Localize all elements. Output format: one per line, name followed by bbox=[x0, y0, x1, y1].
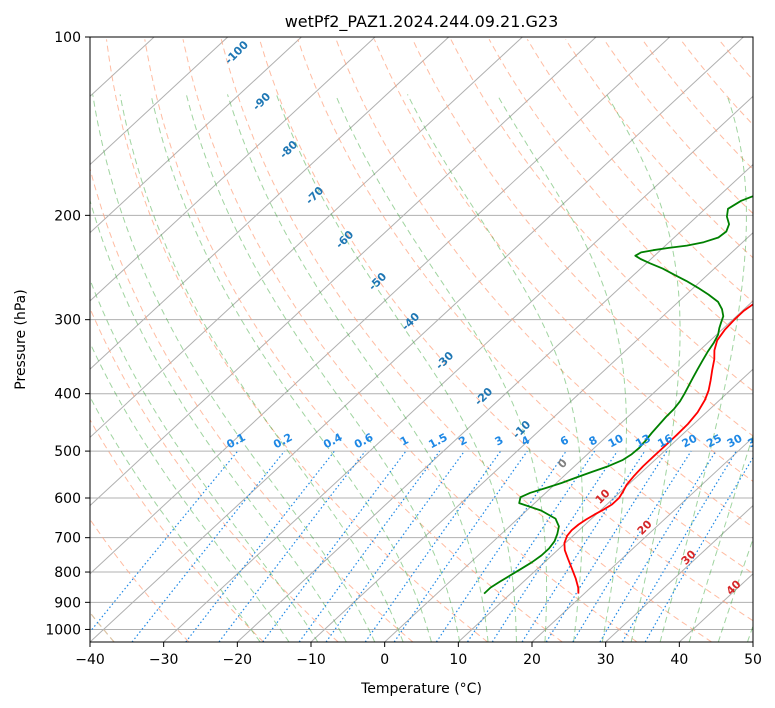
isotherm-line bbox=[384, 300, 753, 642]
isotherm-line bbox=[163, 95, 753, 642]
moist-adiabat bbox=[606, 94, 681, 642]
dry-adiabat bbox=[90, 418, 264, 642]
dry-adiabat bbox=[488, 39, 753, 348]
dry-adiabat bbox=[90, 307, 339, 642]
moist-adiabat bbox=[496, 94, 627, 642]
isotherm-line bbox=[457, 368, 753, 642]
mixing-ratio-line bbox=[90, 450, 239, 633]
dry-adiabat bbox=[373, 39, 753, 482]
isotherm-line bbox=[90, 37, 229, 166]
mixing-ratio-line bbox=[521, 450, 646, 642]
mixing-ratio-line bbox=[298, 450, 441, 642]
y-tick-label: 1000 bbox=[45, 622, 81, 638]
y-tick-label: 200 bbox=[54, 208, 81, 224]
dewpoint-trace bbox=[483, 195, 753, 595]
axis-ticks: −40 −30 −20 −10 0 10 20 30 40 50 100 200 300 400 500 60… bbox=[45, 30, 762, 668]
x-tick-label: 0 bbox=[380, 652, 389, 668]
chart-title: wetPf2_PAZ1.2024.244.09.21.G23 bbox=[285, 12, 559, 32]
dry-adiabat bbox=[259, 39, 753, 622]
x-tick-label: −10 bbox=[296, 652, 326, 668]
mixing-ratio-line bbox=[393, 450, 528, 642]
x-tick-label: 40 bbox=[670, 652, 688, 668]
mixing-ratio-label: 10 bbox=[606, 432, 626, 451]
moist-adiabat bbox=[227, 94, 489, 642]
dry-adiabat bbox=[144, 39, 563, 642]
mixing-ratio-line bbox=[364, 450, 502, 642]
y-tick-label: 900 bbox=[54, 595, 81, 611]
mixing-ratio-line bbox=[466, 450, 596, 642]
mixing-ratio-line bbox=[435, 450, 567, 642]
isotherm-line bbox=[90, 37, 450, 370]
isotherm-line bbox=[90, 37, 744, 642]
dry-adiabat bbox=[90, 518, 190, 642]
moist-adiabat bbox=[407, 94, 584, 642]
mixing-ratio-line bbox=[131, 450, 286, 642]
isotherm-line bbox=[90, 37, 302, 234]
x-tick-label: −30 bbox=[149, 652, 179, 668]
mixing-ratio-label: 25 bbox=[704, 432, 724, 451]
mixing-ratio-label: 16 bbox=[655, 432, 675, 451]
isotherm-line bbox=[90, 37, 376, 302]
isotherm-line bbox=[90, 37, 671, 575]
mixing-ratio-line bbox=[491, 450, 618, 642]
mixing-ratio-line bbox=[262, 450, 407, 642]
isotherm-line bbox=[605, 504, 753, 642]
mixing-ratio-label: 36 bbox=[746, 432, 766, 451]
x-tick-label: 20 bbox=[523, 652, 541, 668]
moist-adiabat bbox=[119, 94, 404, 642]
moist-adiabat bbox=[90, 395, 261, 642]
mixing-ratio-label: 20 bbox=[680, 432, 700, 451]
x-axis-label: Temperature (°C) bbox=[360, 681, 482, 697]
isotherm-line bbox=[236, 163, 753, 642]
y-tick-label: 500 bbox=[54, 444, 81, 460]
moist-adiabat bbox=[688, 433, 753, 642]
mixing-ratio-line bbox=[572, 450, 692, 642]
mixing-ratio-line bbox=[599, 450, 717, 642]
x-tick-label: −20 bbox=[223, 652, 253, 668]
y-tick-label: 400 bbox=[54, 387, 81, 403]
moist-adiabat bbox=[659, 94, 747, 642]
isotherm-line bbox=[90, 37, 597, 507]
moist-adiabat bbox=[185, 94, 461, 642]
dry-adiabat bbox=[220, 39, 712, 642]
dry-adiabat bbox=[526, 39, 753, 303]
isotherm-line bbox=[90, 37, 523, 439]
dry-adiabat bbox=[297, 39, 753, 575]
moist-adiabat bbox=[90, 278, 319, 642]
dry-adiabat bbox=[182, 39, 638, 642]
x-tick-label: −40 bbox=[75, 652, 105, 668]
moist-adiabat bbox=[90, 341, 290, 642]
temperature-trace bbox=[563, 303, 753, 594]
moist-adiabat bbox=[717, 537, 753, 642]
moist-adiabat bbox=[92, 94, 376, 642]
dry-adiabat bbox=[335, 39, 753, 528]
y-tick-label: 300 bbox=[54, 313, 81, 329]
x-tick-label: 50 bbox=[744, 652, 762, 668]
moist-adiabat bbox=[90, 198, 347, 642]
dry-adiabat bbox=[603, 39, 753, 215]
moist-adiabat bbox=[275, 94, 517, 642]
y-axis-label: Pressure (hPa) bbox=[13, 289, 29, 389]
moist-adiabat bbox=[150, 94, 432, 642]
plot-frame bbox=[89, 36, 754, 643]
y-tick-label: 700 bbox=[54, 531, 81, 547]
mixing-ratio-label: 13 bbox=[633, 432, 653, 451]
moist-adiabat bbox=[334, 94, 548, 642]
y-tick-label: 600 bbox=[54, 491, 81, 507]
y-tick-label: 800 bbox=[54, 565, 81, 581]
x-tick-label: 30 bbox=[597, 652, 615, 668]
y-tick-label: 100 bbox=[54, 30, 81, 46]
mixing-ratio-label: 30 bbox=[725, 432, 745, 451]
x-tick-label: 10 bbox=[449, 652, 467, 668]
isotherm-line bbox=[531, 436, 753, 642]
mixing-ratio-line bbox=[325, 450, 465, 642]
dry-adiabat bbox=[412, 39, 753, 437]
mixing-ratio-line bbox=[218, 450, 366, 642]
